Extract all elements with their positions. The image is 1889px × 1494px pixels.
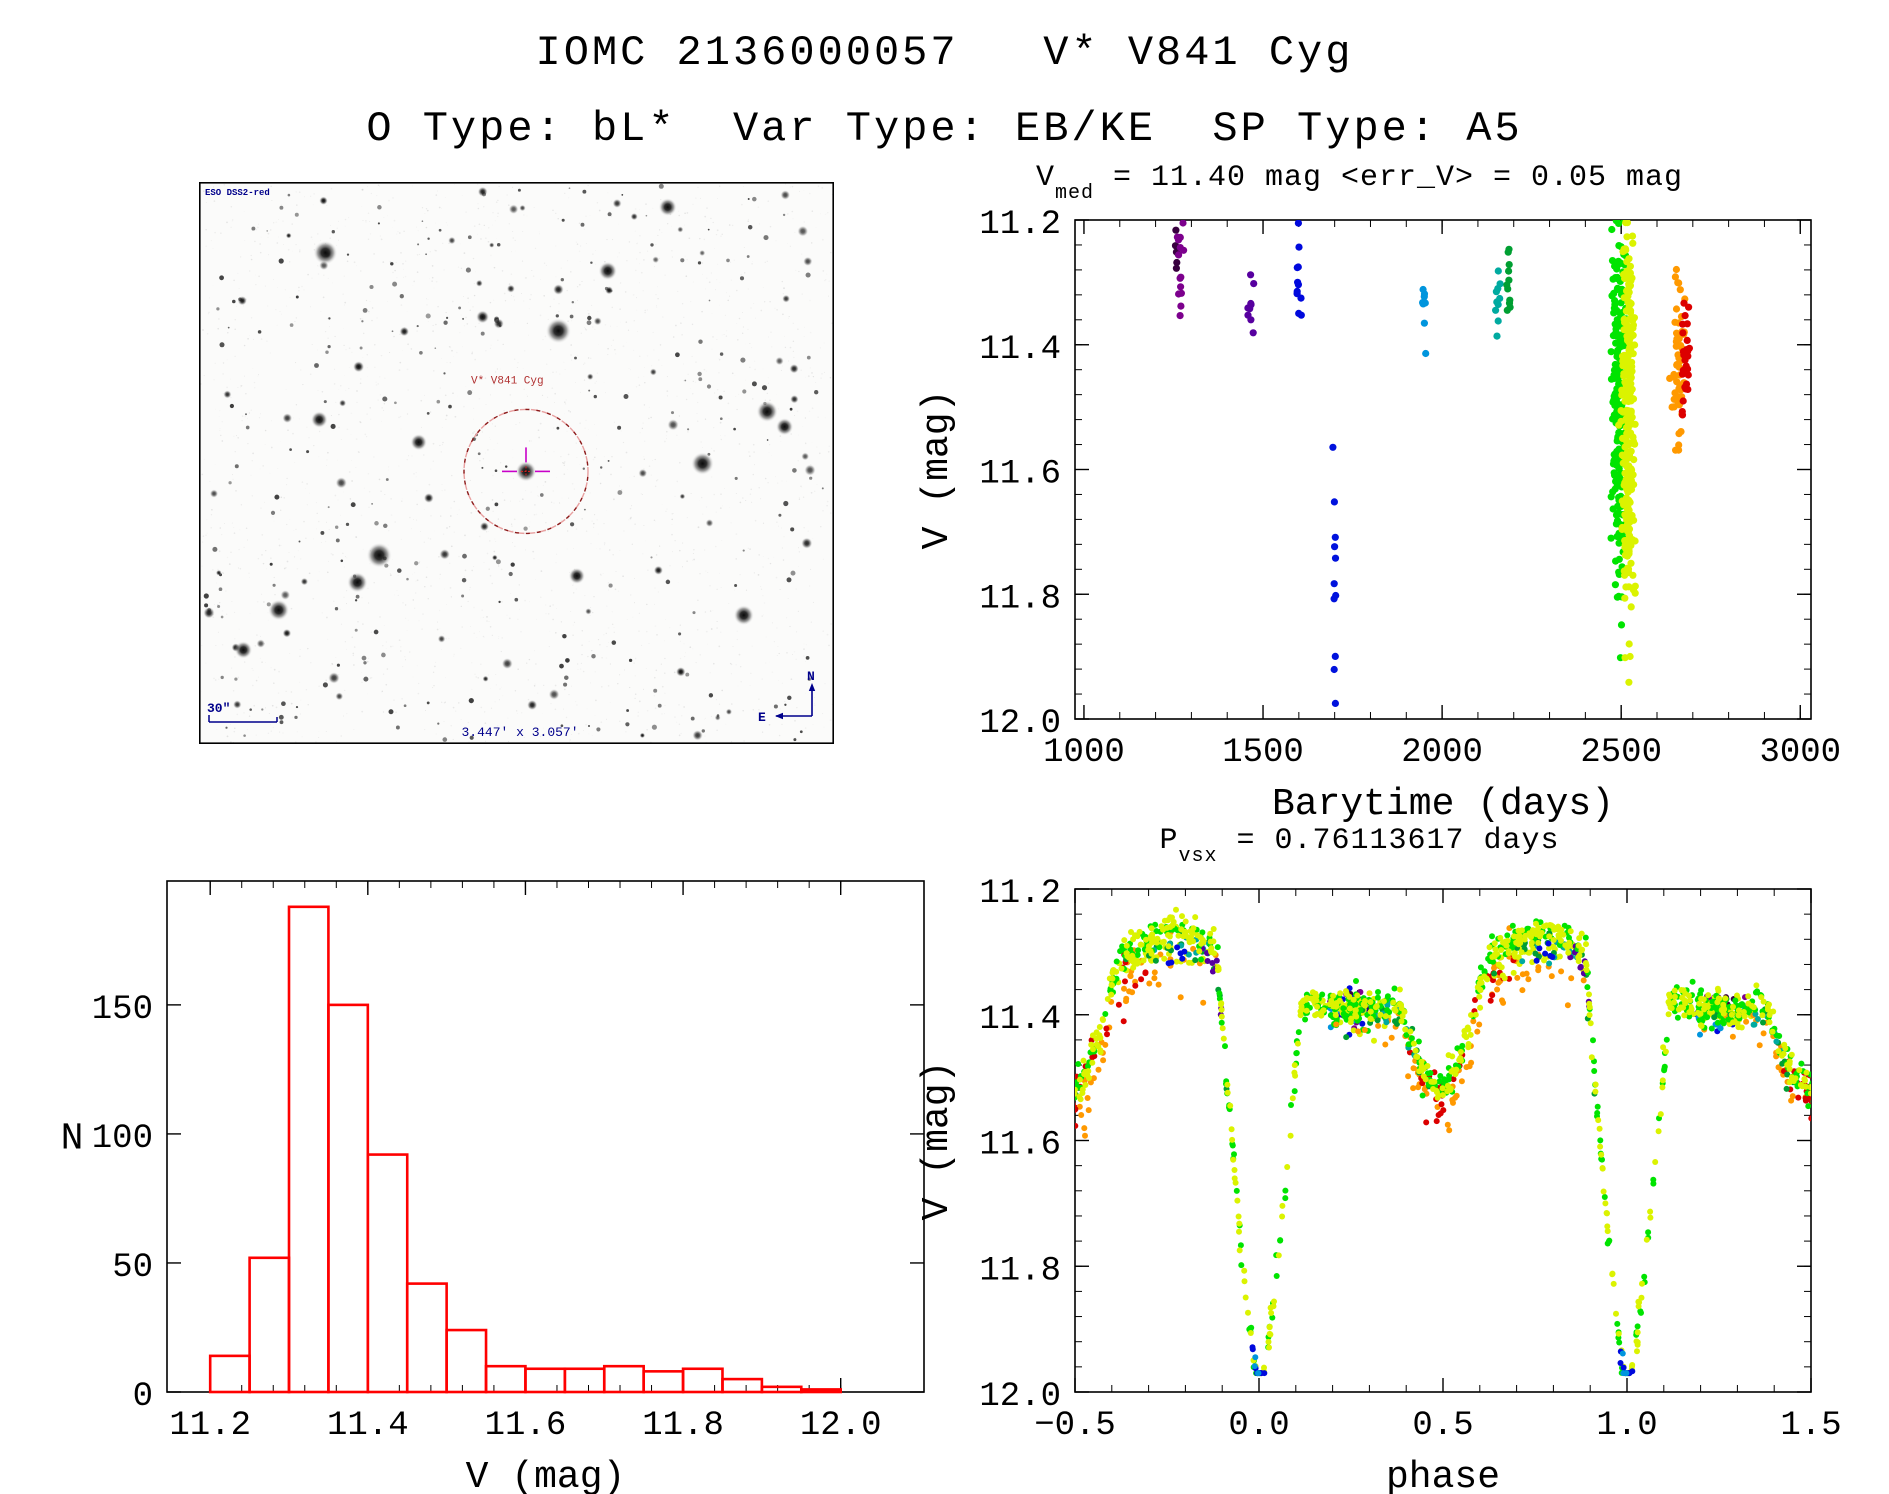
svg-text:1000: 1000 (1043, 734, 1125, 772)
svg-text:2000: 2000 (1401, 734, 1483, 772)
svg-text:3000: 3000 (1759, 734, 1841, 772)
svg-text:N: N (807, 669, 815, 684)
svg-text:V (mag): V (mag) (916, 390, 959, 550)
svg-text:11.4: 11.4 (979, 331, 1061, 369)
svg-text:11.8: 11.8 (642, 1407, 724, 1445)
svg-text:0: 0 (133, 1378, 153, 1416)
svg-text:E: E (758, 710, 766, 725)
svg-text:11.6: 11.6 (979, 1127, 1061, 1165)
svg-text:−0.5: −0.5 (1034, 1407, 1116, 1445)
svg-text:11.4: 11.4 (327, 1407, 409, 1445)
svg-text:1500: 1500 (1222, 734, 1304, 772)
svg-text:11.6: 11.6 (485, 1407, 567, 1445)
svg-text:11.2: 11.2 (979, 206, 1061, 244)
svg-text:11.8: 11.8 (979, 1252, 1061, 1290)
svg-text:100: 100 (92, 1120, 153, 1158)
svg-text:11.6: 11.6 (979, 456, 1061, 494)
svg-text:2500: 2500 (1580, 734, 1662, 772)
svg-text:0.0: 0.0 (1228, 1407, 1289, 1445)
svg-text:1.5: 1.5 (1780, 1407, 1841, 1445)
svg-text:30": 30" (207, 701, 230, 716)
svg-text:11.4: 11.4 (979, 1001, 1061, 1039)
svg-text:11.2: 11.2 (979, 875, 1061, 913)
svg-text:N: N (61, 1118, 84, 1161)
svg-text:11.8: 11.8 (979, 580, 1061, 618)
svg-text:50: 50 (112, 1249, 153, 1287)
svg-text:3.447' x 3.057': 3.447' x 3.057' (462, 725, 579, 740)
svg-text:0.5: 0.5 (1412, 1407, 1473, 1445)
svg-text:V* V841 Cyg: V* V841 Cyg (471, 375, 544, 387)
svg-text:11.2: 11.2 (169, 1407, 251, 1445)
svg-text:150: 150 (92, 991, 153, 1029)
svg-text:1.0: 1.0 (1596, 1407, 1657, 1445)
svg-text:V (mag): V (mag) (466, 1456, 626, 1494)
svg-text:ESO DSS2-red: ESO DSS2-red (205, 188, 270, 198)
